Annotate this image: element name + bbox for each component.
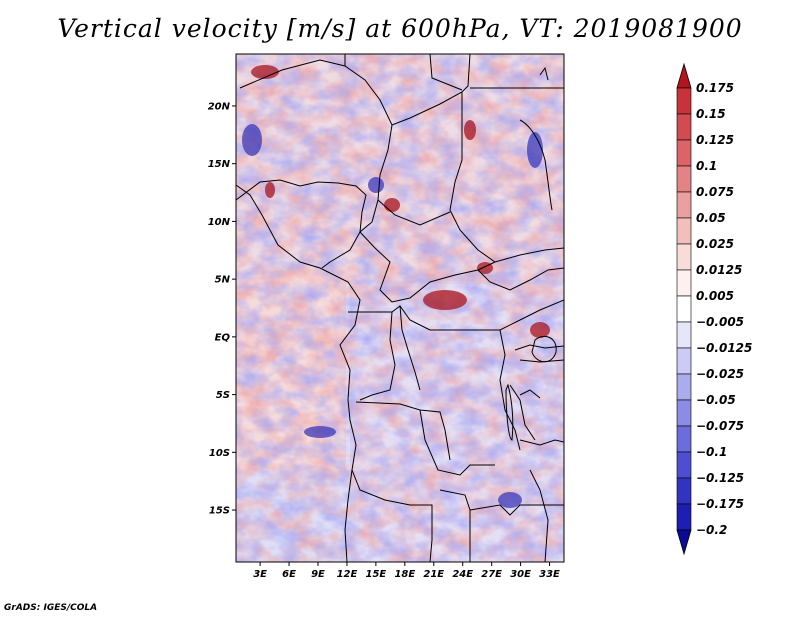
lat-tick-label: 10N [208,217,231,228]
colorbar-label: −0.025 [696,367,744,381]
colorbar-bin [676,451,692,479]
lon-tick-label: 18E [394,569,415,580]
colorbar-bin [676,477,692,505]
country-borders [236,54,564,562]
colorbar-bin [676,295,692,323]
colorbar-label: 0.075 [696,185,734,199]
map-title: Vertical velocity [m/s] at 600hPa, VT: 2… [57,14,743,43]
lon-tick-label: 21E [423,569,444,580]
lon-tick-label: 24E [452,569,473,580]
colorbar-label: 0.0125 [696,263,742,277]
colorbar-bin [676,321,692,349]
lat-tick-label: 15S [209,506,230,517]
colorbar-bin [676,113,692,141]
colorbar-label: 0.125 [696,133,734,147]
latitude-ticks: 20N 15N 10N 5N EQ 5S 10S 15S [208,101,236,517]
colorbar-bin [676,399,692,427]
colorbar-label: 0.005 [696,289,734,303]
colorbar-label: 0.025 [696,237,734,251]
colorbar-bin [676,191,692,219]
colorbar: 0.175 0.15 0.125 0.1 0.075 0.05 0.025 0.0125 0.0… [676,62,752,556]
colorbar-label: −0.0125 [696,341,752,355]
colorbar-label: −0.2 [696,523,727,537]
lat-tick-label: 5N [215,275,231,286]
lat-tick-label: 20N [208,101,231,112]
lon-tick-label: 27E [481,569,502,580]
colorbar-label: −0.175 [696,497,744,511]
lat-tick-label: 5S [216,390,230,401]
colorbar-label: −0.1 [696,445,727,459]
colorbar-label: −0.005 [696,315,744,329]
grads-credit: GrADS: IGES/COLA [4,603,98,613]
longitude-ticks: 3E 6E 9E 12E 15E 18E 21E 24E 27E 30E 33E [253,562,560,580]
map-frame [235,53,565,563]
lat-tick-label: EQ [215,332,231,343]
colorbar-label: 0.15 [696,107,726,121]
colorbar-bin [676,217,692,245]
lon-tick-label: 3E [253,569,267,580]
colorbar-label: −0.075 [696,419,744,433]
strong-downdraft-spots [242,124,543,508]
colorbar-label: 0.05 [696,211,726,225]
lon-tick-label: 9E [311,569,325,580]
colorbar-bin [676,243,692,271]
lat-tick-label: 10S [209,448,230,459]
lon-tick-label: 15E [366,569,387,580]
colorbar-label: −0.125 [696,471,744,485]
colorbar-bin [676,503,692,531]
lon-tick-label: 6E [282,569,296,580]
lon-tick-label: 30E [510,569,531,580]
strong-updraft-spots [251,65,550,338]
lat-tick-label: 15N [208,159,231,170]
colorbar-bin [676,425,692,453]
colorbar-label: 0.175 [696,81,734,95]
colorbar-label: −0.05 [696,393,736,407]
lon-tick-label: 33E [539,569,560,580]
colorbar-bin [676,87,692,115]
colorbar-bin [676,139,692,167]
colorbar-min-triangle [676,529,692,556]
colorbar-bin [676,269,692,297]
velocity-field [236,54,564,562]
colorbar-label: 0.1 [696,159,717,173]
lon-tick-label: 12E [337,569,358,580]
colorbar-bin [676,347,692,375]
colorbar-bin [676,373,692,401]
colorbar-bin [676,165,692,193]
colorbar-max-triangle [676,62,692,89]
